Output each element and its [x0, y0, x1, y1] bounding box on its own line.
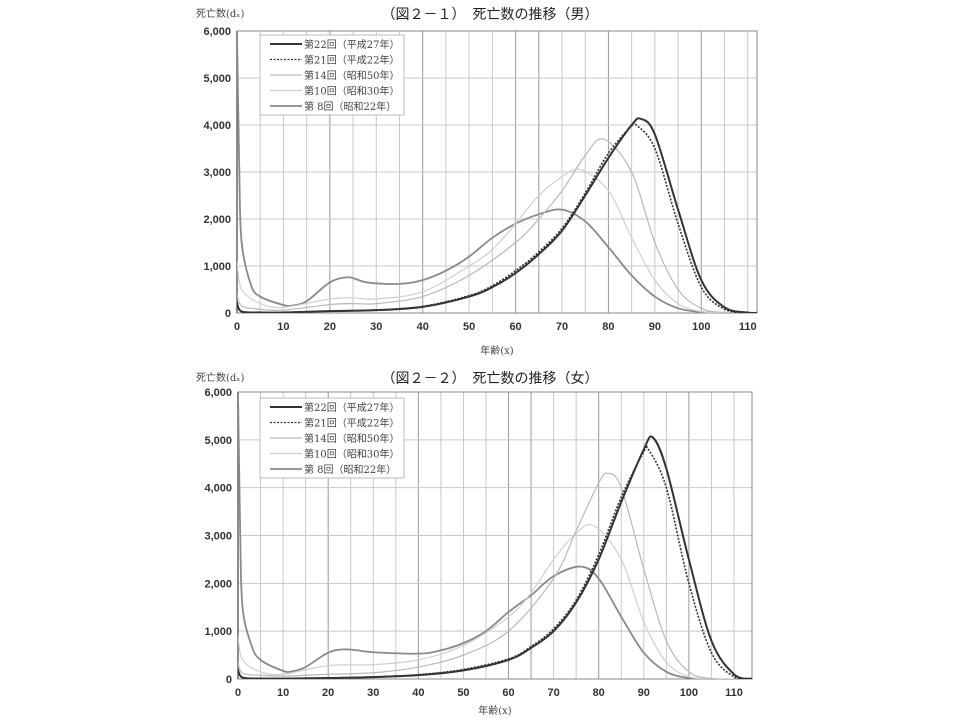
legend-label: 第14回（昭和50年） [304, 432, 399, 445]
y-tick-label: 2,000 [203, 214, 231, 226]
y-tick-label: 3,000 [203, 167, 231, 179]
y-tick-label: 6,000 [204, 387, 232, 399]
y-axis-label: 死亡数(dₓ) [196, 7, 245, 20]
series-line-2 [237, 121, 757, 313]
chart-title: （図２－２） 死亡数の推移（女） [382, 370, 599, 387]
legend-label: 第22回（平成27年） [304, 38, 399, 51]
legend-label: 第14回（昭和50年） [304, 69, 399, 82]
x-tick-label: 10 [277, 687, 289, 699]
series-line-3 [238, 472, 734, 679]
x-tick-label: 40 [412, 687, 424, 699]
x-tick-label: 60 [502, 687, 514, 699]
series-line-3 [237, 138, 748, 313]
x-tick-label: 90 [649, 321, 661, 333]
x-tick-label: 50 [463, 321, 475, 333]
x-tick-label: 70 [547, 687, 559, 699]
chart-2: 0 1,000 2,000 3,000 4,000 5,000 6,000 0 10 20 30 40… [196, 370, 753, 717]
x-tick-label: 20 [322, 687, 334, 699]
y-tick-label: 6,000 [203, 26, 231, 38]
y-tick-label: 2,000 [204, 578, 232, 590]
legend-label: 第21回（平成22年） [304, 417, 399, 430]
series-line-5 [238, 392, 712, 679]
y-tick-label: 5,000 [203, 73, 231, 85]
legend-label: 第 8回（昭和22年） [304, 463, 396, 476]
y-tick-label: 1,000 [204, 626, 232, 638]
y-tick-label: 4,000 [203, 120, 231, 132]
series-line-1 [238, 435, 752, 679]
y-tick-label: 0 [225, 308, 231, 320]
y-tick-label: 5,000 [204, 435, 232, 447]
x-tick-label: 0 [235, 687, 241, 699]
y-tick-label: 0 [226, 674, 232, 686]
y-tick-label: 4,000 [204, 483, 232, 495]
x-tick-label: 60 [509, 321, 521, 333]
legend-label: 第 8回（昭和22年） [304, 100, 396, 113]
series-line-4 [238, 523, 712, 679]
legend: 第22回（平成27年） 第21回（平成22年） 第14回（昭和50年） 第10回（昭和… [259, 34, 405, 116]
x-tick-label: 30 [367, 687, 379, 699]
x-tick-label: 90 [638, 687, 650, 699]
x-axis-label: 年齢(x) [478, 704, 512, 717]
series-line-5 [237, 31, 725, 313]
legend-label: 第10回（昭和30年） [304, 448, 399, 461]
chart-1: 0 1,000 2,000 3,000 4,000 5,000 6,000 0 10 20 30 40… [196, 7, 758, 357]
series-line-1 [237, 117, 757, 313]
x-tick-label: 10 [277, 321, 289, 333]
x-tick-label: 80 [593, 687, 605, 699]
y-tick-label: 3,000 [204, 531, 232, 543]
x-tick-label: 40 [417, 321, 429, 333]
legend-label: 第22回（平成27年） [304, 401, 399, 414]
chart-title: （図２－１） 死亡数の推移（男） [382, 7, 599, 23]
x-tick-label: 80 [602, 321, 614, 333]
series-line-4 [237, 168, 725, 313]
y-axis-label: 死亡数(dₓ) [196, 371, 245, 384]
x-tick-label: 70 [556, 321, 568, 333]
series-line-2 [238, 444, 752, 679]
legend: 第22回（平成27年） 第21回（平成22年） 第14回（昭和50年） 第10回（昭和… [259, 397, 405, 479]
x-tick-label: 110 [739, 321, 757, 333]
x-tick-label: 100 [692, 321, 710, 333]
legend-label: 第10回（昭和30年） [304, 85, 399, 98]
x-tick-label: 0 [234, 321, 240, 333]
x-axis-label: 年齢(x) [480, 344, 514, 357]
x-tick-label: 20 [324, 321, 336, 333]
legend-label: 第21回（平成22年） [304, 54, 399, 67]
x-tick-label: 50 [457, 687, 469, 699]
x-tick-label: 100 [680, 687, 698, 699]
x-tick-label: 30 [370, 321, 382, 333]
y-tick-label: 1,000 [203, 261, 231, 273]
x-tick-label: 110 [725, 687, 743, 699]
